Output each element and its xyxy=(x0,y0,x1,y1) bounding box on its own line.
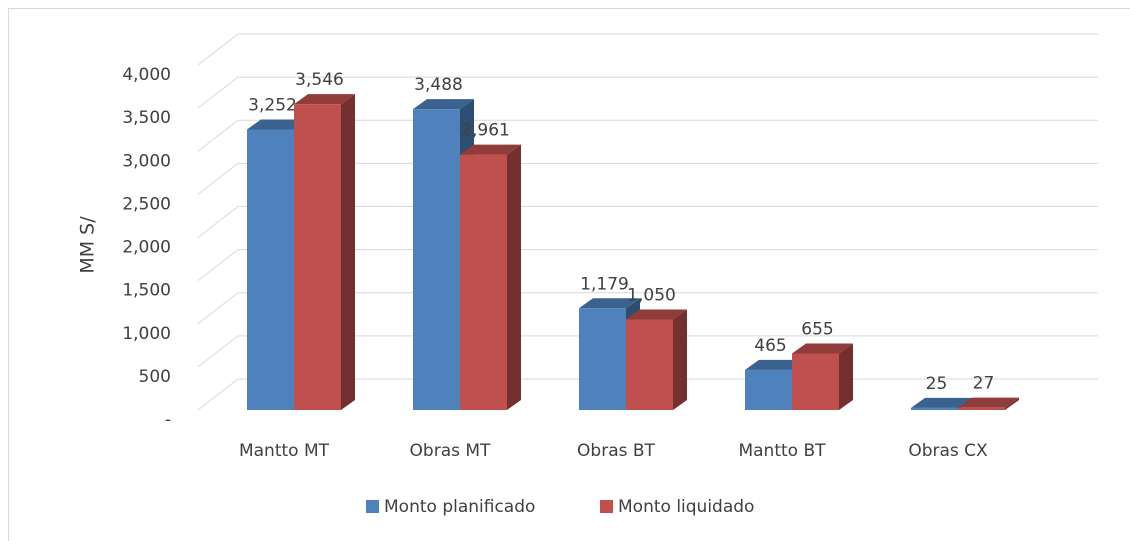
x-tick-label: Obras CX xyxy=(908,441,988,461)
data-label: 3,252 xyxy=(248,96,297,116)
bar-top xyxy=(911,397,972,408)
bar-side xyxy=(341,94,355,410)
data-label: 3,488 xyxy=(414,75,463,95)
data-label: 655 xyxy=(801,320,833,340)
bar-front xyxy=(911,407,958,410)
legend-swatch xyxy=(600,500,613,513)
x-tick-label: Mantto BT xyxy=(738,441,826,461)
bar-front xyxy=(460,154,507,410)
y-tick-label: 3,000 xyxy=(122,151,171,171)
grid-line xyxy=(197,119,1098,152)
bar-top xyxy=(413,99,474,110)
legend-label: Monto liquidado xyxy=(618,497,754,517)
bar-front xyxy=(958,407,1005,410)
data-label: 3,546 xyxy=(295,70,344,90)
grid-line xyxy=(197,292,1098,325)
y-tick-label: 2,500 xyxy=(122,194,171,214)
bar-side xyxy=(839,343,853,410)
bar-side xyxy=(673,309,687,410)
y-tick-label: 4,000 xyxy=(122,65,171,85)
bar xyxy=(294,94,355,410)
bar-side xyxy=(507,144,521,410)
x-tick-label: Obras BT xyxy=(577,441,656,461)
bar-top xyxy=(579,298,640,309)
grid-line xyxy=(197,33,1098,66)
y-axis-title: MM S/ xyxy=(77,216,99,274)
bar-top xyxy=(745,359,806,370)
data-label: 465 xyxy=(754,336,786,356)
bar-side xyxy=(1005,397,1019,410)
bar-top xyxy=(460,144,521,155)
legend-label: Monto planificado xyxy=(384,497,535,517)
bar-top xyxy=(958,397,1019,408)
bar-top xyxy=(247,119,308,130)
bar-top xyxy=(626,309,687,320)
bar xyxy=(958,397,1019,410)
bar xyxy=(792,343,853,410)
data-label: 1,179 xyxy=(580,274,629,294)
grid-line xyxy=(197,162,1098,195)
bar-front xyxy=(413,109,460,410)
bar-front xyxy=(294,104,341,410)
y-tick-label: 3,500 xyxy=(122,108,171,128)
y-tick-label: - xyxy=(165,410,171,430)
y-tick-label: 1,000 xyxy=(122,324,171,344)
bar-front xyxy=(626,319,673,410)
bar-top xyxy=(792,343,853,354)
grid-line xyxy=(197,76,1098,109)
y-tick-label: 1,500 xyxy=(122,281,171,301)
bar-front xyxy=(792,353,839,410)
x-tick-label: Obras MT xyxy=(410,441,492,461)
bar xyxy=(626,309,687,410)
bar-front xyxy=(745,369,792,410)
grid-line xyxy=(197,249,1098,282)
bar-front xyxy=(247,129,294,410)
grid-line xyxy=(197,335,1098,368)
data-label: 2,961 xyxy=(461,121,510,141)
data-label: 1,050 xyxy=(627,285,676,305)
legend-swatch xyxy=(366,500,379,513)
data-label: 27 xyxy=(973,374,995,394)
y-tick-label: 2,000 xyxy=(122,238,171,258)
grid-line xyxy=(197,206,1098,238)
chart-frame xyxy=(8,8,1130,541)
y-tick-label: 500 xyxy=(139,367,171,387)
x-tick-label: Mantto MT xyxy=(239,441,330,461)
bar-top xyxy=(294,94,355,105)
bar-front xyxy=(579,308,626,410)
data-label: 25 xyxy=(926,374,948,394)
bar xyxy=(460,144,521,410)
